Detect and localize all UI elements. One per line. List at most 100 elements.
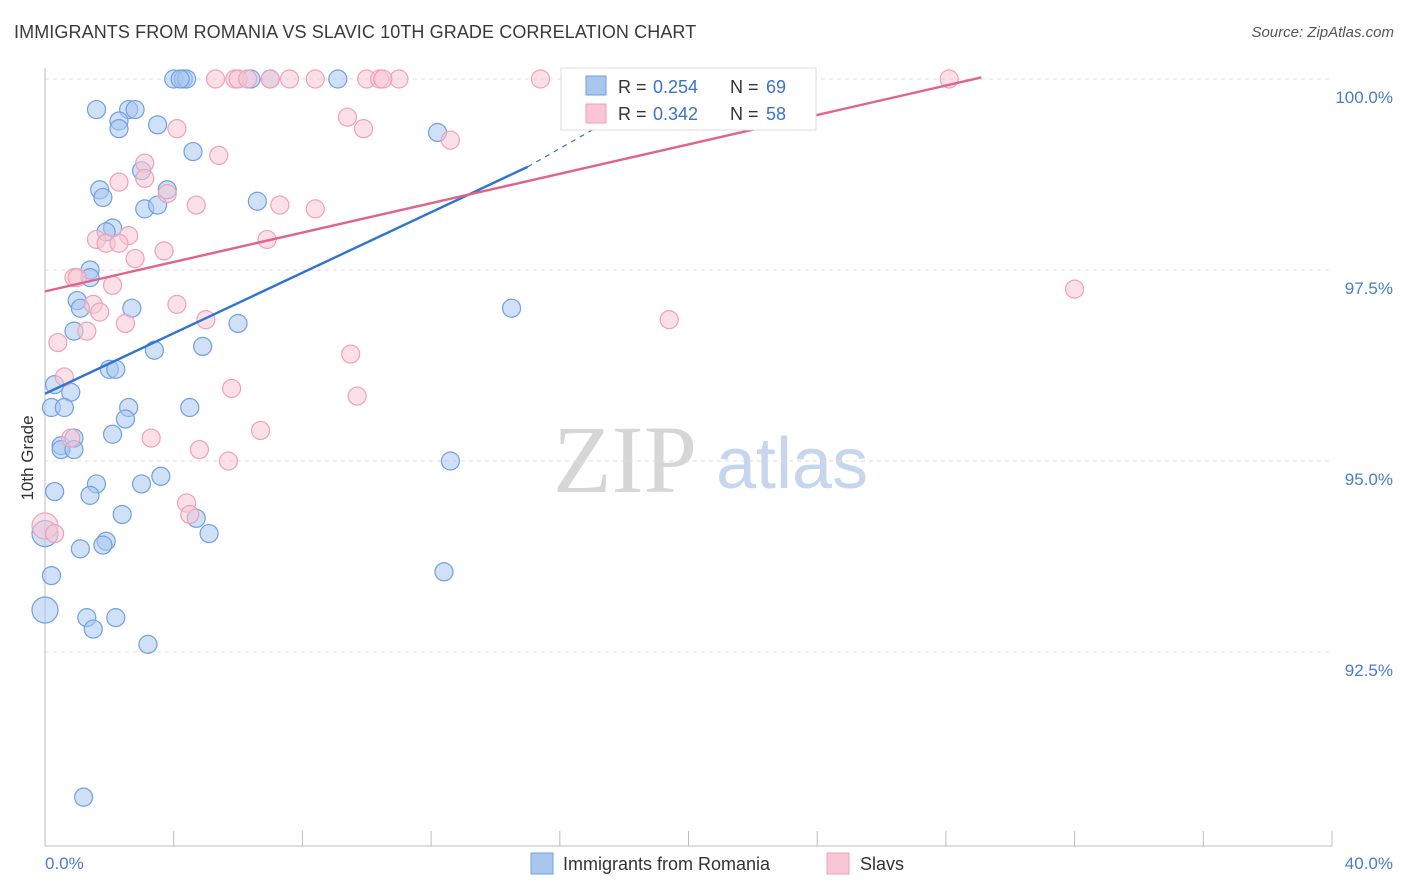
bottom-legend-swatch-romania <box>530 852 554 875</box>
point-slavs-2 <box>238 69 258 89</box>
point-slavs-15 <box>440 130 461 150</box>
y-tick-label-1: 95.0% <box>1345 470 1393 489</box>
point-romania-67 <box>170 69 190 89</box>
point-romania-49 <box>80 485 100 505</box>
point-romania-27 <box>228 313 248 334</box>
gridlines <box>45 78 1332 653</box>
point-romania-38 <box>115 409 136 429</box>
point-slavs-43 <box>341 344 361 364</box>
point-slavs-8 <box>389 69 409 89</box>
series-legend: Immigrants from Romania Slavs <box>530 852 904 875</box>
point-slavs-20 <box>157 184 177 204</box>
point-slavs-5 <box>305 69 325 89</box>
point-romania-63 <box>138 634 158 654</box>
point-romania-5 <box>86 99 107 120</box>
correlation-legend: R = 0.254 N = 69 R = 0.342 N = 58 <box>560 67 817 131</box>
legend-r-label-slavs: R = <box>618 104 647 124</box>
x-tick-label-max: 40.0% <box>1345 854 1393 873</box>
point-romania-7 <box>125 99 145 120</box>
point-slavs-3 <box>260 69 280 89</box>
legend-r-value-slavs: 0.342 <box>653 104 698 124</box>
point-romania-4 <box>328 69 348 89</box>
point-slavs-55 <box>45 523 65 544</box>
point-slavs-16 <box>209 145 229 165</box>
point-romania-26 <box>501 298 522 318</box>
point-slavs-19 <box>109 172 129 192</box>
point-slavs-40 <box>1064 279 1085 299</box>
point-romania-56 <box>70 539 90 559</box>
series-romania-points <box>31 69 522 807</box>
point-slavs-38 <box>115 313 136 334</box>
chart-title: IMMIGRANTS FROM ROMANIA VS SLAVIC 10TH G… <box>14 22 697 42</box>
legend-n-label-slavs: N = <box>730 104 759 124</box>
y-tick-label-3: 100.0% <box>1335 88 1393 107</box>
bottom-legend-swatch-slavs <box>826 852 850 875</box>
point-slavs-35 <box>167 294 187 314</box>
y-tick-labels: 92.5% 95.0% 97.5% 100.0% <box>1335 88 1393 680</box>
point-slavs-23 <box>305 199 325 219</box>
bottom-legend-label-slavs: Slavs <box>860 854 904 874</box>
point-slavs-51 <box>218 451 238 471</box>
point-romania-17 <box>247 191 267 211</box>
point-slavs-44 <box>54 367 74 387</box>
y-tick-label-2: 97.5% <box>1345 279 1393 298</box>
x-ticks <box>44 831 1333 846</box>
point-slavs-49 <box>141 428 161 448</box>
point-romania-45 <box>151 466 171 486</box>
point-slavs-18 <box>135 168 155 188</box>
point-romania-59 <box>31 596 59 624</box>
point-romania-57 <box>41 565 62 586</box>
point-slavs-48 <box>61 428 81 448</box>
point-slavs-13 <box>353 119 374 139</box>
point-romania-29 <box>193 336 213 356</box>
x-tick-label-min: 0.0% <box>45 854 84 873</box>
point-slavs-14 <box>167 119 187 139</box>
trend-lines <box>44 74 982 395</box>
legend-swatch-romania <box>585 75 607 96</box>
point-slavs-46 <box>347 386 367 406</box>
point-romania-58 <box>434 562 454 582</box>
point-romania-44 <box>440 451 461 471</box>
point-romania-62 <box>83 619 103 639</box>
point-slavs-29 <box>154 241 174 261</box>
point-romania-52 <box>199 523 219 544</box>
legend-n-label-romania: N = <box>730 77 759 97</box>
point-romania-16 <box>93 187 113 208</box>
point-slavs-53 <box>180 504 200 525</box>
point-slavs-21 <box>186 195 206 215</box>
bottom-legend-label-romania: Immigrants from Romania <box>563 854 771 874</box>
point-romania-30 <box>144 340 164 360</box>
watermark-zip: ZIP <box>553 406 697 513</box>
point-romania-55 <box>93 535 113 555</box>
point-romania-46 <box>131 474 152 494</box>
legend-swatch-slavs <box>585 103 607 124</box>
point-romania-35 <box>54 397 74 418</box>
point-slavs-22 <box>270 195 290 215</box>
point-romania-12 <box>183 141 203 162</box>
point-slavs-4 <box>279 69 300 89</box>
trend-line-romania <box>44 165 529 395</box>
point-slavs-47 <box>250 420 271 441</box>
legend-n-value-romania: 69 <box>766 77 786 97</box>
point-slavs-56 <box>205 69 226 89</box>
point-romania-61 <box>106 608 126 628</box>
point-romania-9 <box>109 119 129 139</box>
point-slavs-37 <box>196 310 216 330</box>
legend-r-label-romania: R = <box>618 77 647 97</box>
point-romania-64 <box>74 787 94 807</box>
point-romania-10 <box>148 115 168 135</box>
point-slavs-28 <box>109 233 129 253</box>
point-romania-50 <box>112 504 132 525</box>
watermark-atlas: atlas <box>716 424 868 504</box>
point-slavs-12 <box>337 107 358 127</box>
point-slavs-50 <box>189 439 210 460</box>
source-credit: Source: ZipAtlas.com <box>1251 24 1394 41</box>
point-romania-37 <box>180 397 200 418</box>
y-tick-label-0: 92.5% <box>1345 661 1393 680</box>
point-slavs-30 <box>125 248 145 269</box>
trend-line-slavs <box>44 76 982 293</box>
point-slavs-9 <box>530 69 551 89</box>
y-axis-label: 10th Grade <box>18 415 37 500</box>
legend-r-value-romania: 0.254 <box>653 77 698 97</box>
